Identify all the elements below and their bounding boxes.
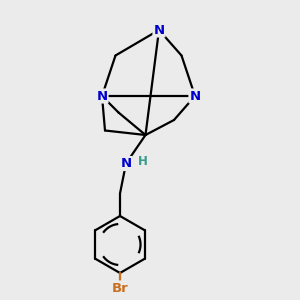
Text: N: N bbox=[120, 157, 132, 170]
Text: N: N bbox=[96, 89, 108, 103]
Text: N: N bbox=[189, 89, 201, 103]
Text: Br: Br bbox=[112, 281, 128, 295]
Text: N: N bbox=[153, 23, 165, 37]
Text: H: H bbox=[138, 154, 147, 168]
